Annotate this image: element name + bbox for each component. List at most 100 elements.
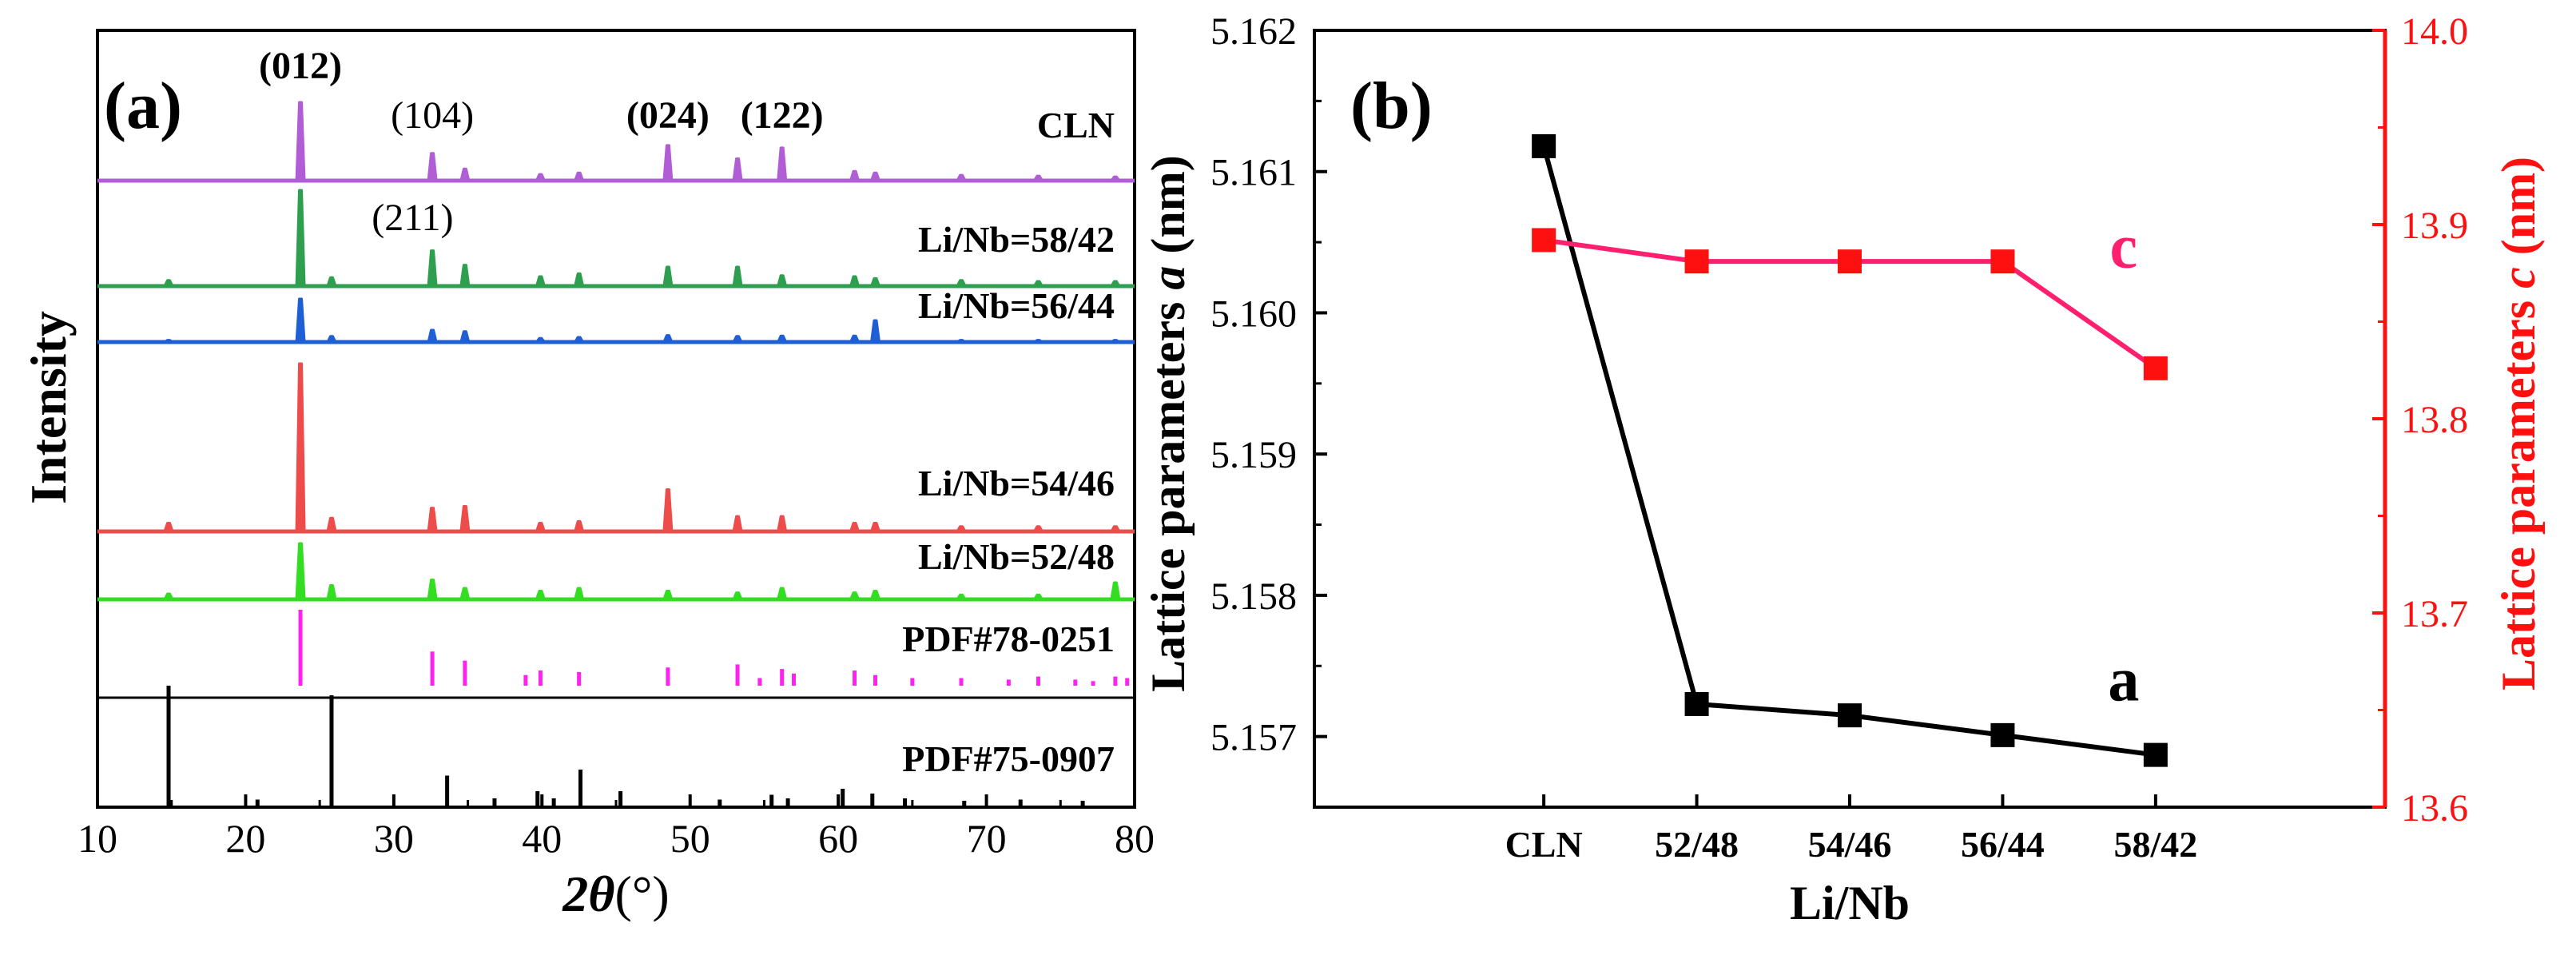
- right-tick-label: 13.7: [2401, 593, 2468, 635]
- right-tick-label: 14.0: [2401, 10, 2468, 53]
- diffraction-peak: [295, 362, 306, 533]
- diffraction-peak: [849, 275, 861, 288]
- diffraction-peak: [732, 591, 743, 601]
- x-tick-label: 10: [78, 816, 117, 861]
- diffraction-peak: [163, 339, 174, 344]
- left-tick-label: 5.158: [1210, 575, 1297, 618]
- diffraction-peak: [1032, 280, 1044, 288]
- data-point-marker: [1990, 722, 2015, 747]
- x-tick-label: 40: [522, 816, 562, 861]
- panel-b-right-axis-label: Lattice parameters c (nm): [2492, 157, 2545, 690]
- diffraction-peak: [326, 276, 337, 288]
- series-li-nb-52-48: [97, 542, 1135, 602]
- diffraction-peak: [295, 101, 306, 182]
- panel-a-x-axis-label: 2θ(°): [562, 865, 669, 922]
- panel-a-x-ticks: 10 20 30 40 50 60 70 80: [78, 794, 1155, 861]
- x-category-label: 56/44: [1961, 824, 2045, 865]
- left-tick-label: 5.160: [1210, 292, 1297, 335]
- diffraction-peak: [163, 592, 174, 601]
- series-pdf-78-0251: [298, 610, 1130, 686]
- series-cln: [97, 101, 1135, 183]
- data-point-marker: [1990, 249, 2015, 274]
- diffraction-peak: [662, 144, 674, 182]
- diffraction-peak: [574, 519, 585, 533]
- panel-b-right-axis-label-prefix: Lattice parameters: [2492, 288, 2545, 690]
- series-c: c: [1532, 212, 2168, 380]
- diffraction-peak: [732, 335, 743, 344]
- data-point-marker: [1532, 228, 1556, 253]
- panel-a-x-axis-symbol: 2θ: [562, 865, 614, 922]
- diffraction-peak: [535, 336, 546, 344]
- diffraction-peak: [1032, 174, 1044, 182]
- data-point-marker: [2143, 742, 2168, 767]
- panel-a-label: (a): [104, 69, 182, 143]
- diffraction-peak: [459, 587, 471, 601]
- panel-b-x-ticks: CLN 52/48 54/46 56/44 58/42: [1505, 794, 2197, 865]
- series-label-li-nb-52-48: Li/Nb=52/48: [918, 536, 1115, 577]
- diffraction-peak: [1032, 339, 1044, 344]
- x-tick-label: 60: [818, 816, 858, 861]
- diffraction-peak: [1110, 525, 1121, 533]
- panel-b-left-axis-label-unit: (nm): [1142, 155, 1195, 265]
- diffraction-peak: [870, 590, 881, 601]
- diffraction-peak: [459, 167, 471, 182]
- peak-label: (104): [391, 94, 474, 137]
- x-tick-label: 70: [967, 816, 1007, 861]
- diffraction-peak: [326, 335, 337, 344]
- panel-b-plot-frame: [1313, 29, 2387, 809]
- diffraction-peak: [295, 542, 306, 601]
- diffraction-peak: [459, 505, 471, 533]
- diffraction-peak: [870, 319, 881, 344]
- diffraction-peak: [535, 275, 546, 288]
- series-li-nb-58-42: [97, 189, 1135, 288]
- right-tick-label: 13.9: [2401, 205, 2468, 247]
- panel-b-right-ticks: 13.6 13.7 13.8 13.9 14.0: [2372, 10, 2468, 830]
- diffraction-peak: [427, 579, 438, 601]
- diffraction-peak: [295, 189, 306, 288]
- series-line: [1541, 145, 2157, 758]
- left-tick-label: 5.159: [1210, 434, 1297, 476]
- diffraction-peak: [956, 339, 967, 344]
- x-category-label: 54/46: [1808, 824, 1892, 865]
- left-tick-label: 5.157: [1210, 717, 1297, 759]
- diffraction-peak: [574, 587, 585, 601]
- x-category-label: CLN: [1505, 824, 1583, 865]
- diffraction-peak: [427, 249, 438, 288]
- diffraction-peak: [326, 516, 337, 533]
- series-name-label: c: [2110, 212, 2138, 281]
- diffraction-peak: [574, 171, 585, 182]
- panel-b-label: (b): [1350, 69, 1433, 143]
- diffraction-peak: [662, 334, 674, 344]
- diffraction-peak: [1032, 593, 1044, 601]
- panel-a-series-group: [97, 101, 1135, 806]
- series-name-label: a: [2108, 645, 2139, 714]
- diffraction-peak: [326, 584, 337, 601]
- diffraction-peak: [1110, 339, 1121, 344]
- diffraction-peak: [956, 525, 967, 533]
- diffraction-peak: [732, 515, 743, 533]
- diffraction-peak: [1110, 581, 1121, 601]
- diffraction-peak: [295, 297, 306, 344]
- panel-b-right-axis-label-unit: (nm): [2492, 157, 2545, 267]
- diffraction-peak: [427, 152, 438, 182]
- diffraction-peak: [459, 330, 471, 344]
- diffraction-peak: [870, 171, 881, 182]
- diffraction-peak: [427, 328, 438, 344]
- panel-a-x-axis-unit: (°): [615, 865, 670, 922]
- panel-b-left-axis-label-prefix: Lattice parameters: [1142, 290, 1195, 692]
- series-label-li-nb-58-42: Li/Nb=58/42: [918, 219, 1115, 260]
- diffraction-peak: [777, 334, 788, 344]
- series-li-nb-54-46: [97, 362, 1135, 534]
- diffraction-peak: [870, 277, 881, 288]
- diffraction-peak: [427, 507, 438, 533]
- diffraction-peak: [956, 593, 967, 601]
- series-pdf-75-0907: [166, 686, 1085, 806]
- x-category-label: 52/48: [1655, 824, 1739, 865]
- series-label-li-nb-54-46: Li/Nb=54/46: [918, 463, 1115, 503]
- series-label-li-nb-56-44: Li/Nb=56/44: [918, 285, 1115, 326]
- peak-label: (211): [372, 197, 453, 239]
- diffraction-peak: [662, 488, 674, 533]
- diffraction-peak: [849, 169, 861, 182]
- right-tick-label: 13.8: [2401, 399, 2468, 441]
